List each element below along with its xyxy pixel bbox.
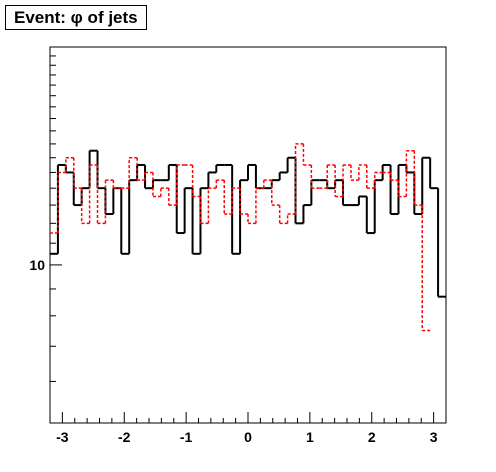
tick-labels: -3 -2 -1 0 1 2 3 10 <box>29 257 437 445</box>
x-tick-label: -1 <box>180 429 193 445</box>
x-tick-label: -2 <box>118 429 131 445</box>
axis-ticks <box>49 46 447 424</box>
chart-title: Event: φ of jets <box>5 5 147 30</box>
series-dashed <box>50 143 431 332</box>
plot-frame <box>49 46 447 424</box>
y-tick-label: 10 <box>29 257 45 273</box>
x-tick-label: 1 <box>306 429 314 445</box>
x-tick-label: -3 <box>56 429 69 445</box>
x-tick-label: 3 <box>430 429 438 445</box>
series-layer <box>50 143 446 332</box>
x-tick-label: 0 <box>244 429 252 445</box>
x-tick-label: 2 <box>368 429 376 445</box>
